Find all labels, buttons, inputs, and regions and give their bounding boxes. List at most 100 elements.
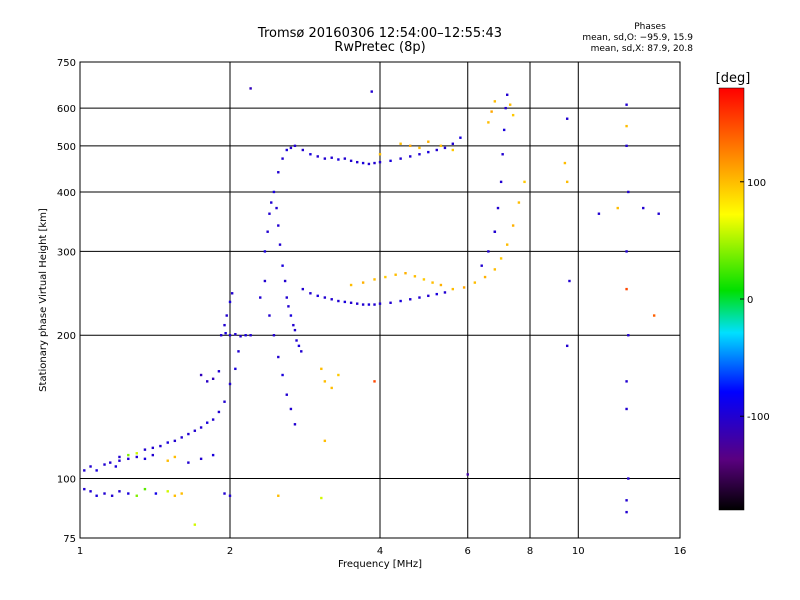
data-point — [616, 206, 619, 210]
data-point — [228, 494, 232, 497]
data-point — [459, 136, 462, 139]
data-point — [223, 400, 226, 403]
data-point — [493, 268, 497, 271]
data-point — [373, 303, 376, 306]
data-point — [627, 190, 630, 194]
colorbar-tick-label: 0 — [747, 295, 753, 306]
data-point — [378, 302, 382, 305]
data-point — [378, 153, 382, 156]
data-point — [259, 296, 262, 299]
data-point — [143, 457, 147, 461]
data-point — [211, 377, 215, 380]
data-point — [439, 283, 443, 287]
data-points — [83, 87, 660, 526]
data-point — [451, 148, 455, 152]
data-point — [483, 275, 487, 279]
data-point — [399, 299, 402, 303]
data-point — [370, 90, 373, 93]
data-point — [389, 301, 392, 304]
x-tick-label: 16 — [674, 546, 687, 557]
data-point — [427, 140, 430, 143]
data-point — [95, 469, 98, 472]
data-point — [283, 279, 287, 283]
data-point — [211, 453, 215, 457]
data-point — [418, 153, 421, 156]
data-point — [300, 350, 303, 353]
x-tick-labels: 1 2 4 6 8 10 16 — [77, 546, 687, 557]
data-point — [443, 146, 447, 150]
data-point — [462, 286, 466, 289]
data-point — [154, 492, 158, 495]
data-point — [277, 224, 280, 227]
data-point — [625, 510, 628, 514]
data-point — [439, 144, 443, 148]
y-tick-labels: 75 100 200 300 400 500 600 750 — [57, 58, 76, 545]
data-point — [625, 380, 628, 383]
data-point — [435, 292, 438, 296]
colorbar — [718, 87, 745, 511]
data-point — [625, 124, 628, 128]
data-point — [349, 159, 353, 163]
data-point — [295, 339, 298, 342]
data-point — [384, 275, 387, 279]
data-point — [143, 448, 147, 451]
data-point — [234, 367, 237, 371]
data-point — [627, 477, 630, 480]
data-point — [565, 117, 569, 120]
data-point — [289, 314, 293, 317]
data-point — [409, 144, 412, 148]
data-point — [114, 465, 118, 468]
data-point — [151, 446, 155, 450]
colorbar-ticks: 100 0 -100 — [740, 178, 770, 423]
data-point — [499, 257, 503, 260]
data-point — [505, 93, 509, 96]
data-point — [642, 206, 645, 210]
data-point — [505, 243, 509, 246]
data-point — [343, 157, 347, 160]
data-point — [281, 157, 284, 160]
data-point — [355, 160, 359, 164]
data-point — [337, 299, 340, 303]
data-point — [135, 455, 138, 459]
data-point — [361, 161, 365, 165]
data-point — [487, 250, 490, 253]
data-point — [409, 155, 412, 158]
data-point — [451, 142, 455, 145]
data-point — [451, 287, 455, 291]
data-point — [278, 243, 282, 246]
data-point — [285, 148, 288, 152]
colorbar-label: [deg] — [716, 71, 751, 86]
data-point — [418, 146, 421, 150]
data-point — [427, 294, 430, 298]
data-point — [349, 283, 353, 287]
data-point — [511, 224, 515, 227]
data-point — [301, 148, 305, 152]
data-point — [293, 328, 297, 332]
data-point — [217, 370, 221, 373]
data-point — [508, 103, 512, 106]
chart-subtitle: RwPretec (8p) — [334, 40, 426, 55]
data-point — [565, 180, 569, 184]
data-point — [135, 494, 138, 497]
data-point — [301, 287, 305, 291]
data-point — [263, 279, 267, 283]
data-point — [373, 278, 376, 281]
data-point — [287, 305, 290, 308]
data-point — [166, 459, 169, 462]
data-point — [127, 457, 130, 461]
plot-frame — [79, 61, 681, 539]
data-point — [378, 160, 382, 164]
data-point — [501, 153, 504, 156]
colorbar-tick-label: 100 — [747, 178, 766, 189]
y-tick-label: 75 — [63, 534, 76, 545]
data-point — [289, 146, 293, 150]
data-point — [422, 278, 426, 281]
x-axis-label: Frequency [MHz] — [338, 559, 422, 570]
x-tick-label: 6 — [465, 546, 471, 557]
data-point — [173, 494, 177, 497]
data-point — [517, 201, 521, 204]
y-tick-label: 750 — [57, 58, 76, 69]
phases-o-stats: mean, sd,O: −95.9, 15.9 — [582, 33, 693, 43]
data-point — [323, 157, 327, 160]
